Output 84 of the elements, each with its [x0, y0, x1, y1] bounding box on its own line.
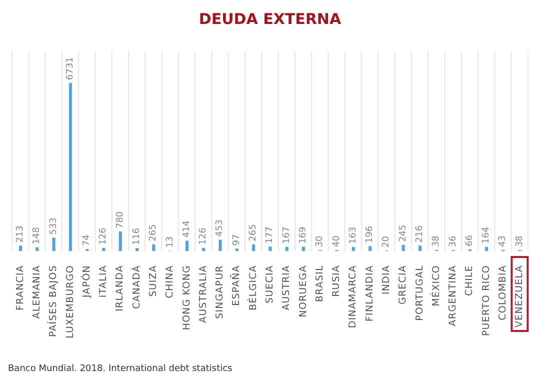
- bar: [352, 246, 355, 251]
- x-tick-label: ALEMANIA: [31, 265, 42, 319]
- x-tick-label: FRANCIA: [14, 265, 26, 310]
- x-tick-label: LUXEMBURGO: [64, 265, 76, 338]
- data-label: 30: [315, 236, 326, 248]
- x-tick-label: SUECIA: [264, 265, 276, 304]
- x-tick-label: AUSTRIA: [281, 265, 292, 310]
- data-label: 453: [215, 220, 226, 237]
- bar: [485, 246, 488, 251]
- bar: [102, 248, 106, 251]
- bar: [118, 232, 122, 251]
- x-tick-label: PAÍSES BAJOS: [47, 265, 60, 338]
- x-tick-label: GRECIA: [398, 265, 409, 304]
- x-tick-label: PORTUGAL: [414, 264, 426, 321]
- x-tick-label: JAPÓN: [80, 265, 92, 298]
- bar: [252, 244, 256, 251]
- data-label: 126: [198, 227, 209, 245]
- data-label: 66: [464, 234, 475, 246]
- data-label: 13: [165, 236, 176, 248]
- data-label: 6731: [65, 57, 76, 80]
- bar: [136, 248, 139, 251]
- x-tick-label: HONG KONG: [181, 265, 192, 330]
- data-label: 265: [148, 224, 159, 242]
- x-tick-label: RUSIA: [331, 265, 342, 297]
- data-label: 167: [282, 226, 292, 244]
- data-label: 245: [398, 224, 408, 242]
- text: Banco Mundial. 2018. International debt statistics: [8, 364, 232, 374]
- bar: [52, 238, 56, 251]
- x-tick-label: VENEZUELA: [514, 265, 526, 328]
- data-label: 213: [16, 225, 26, 243]
- data-label: 74: [82, 234, 92, 246]
- bar: [202, 248, 206, 251]
- bar: [285, 246, 288, 251]
- x-tick-label: BÉLGICA: [246, 265, 259, 310]
- x-tick-label: MÉXICO: [430, 265, 442, 306]
- x-tick-label: INDIA: [381, 265, 392, 295]
- bar: [19, 246, 22, 251]
- x-tick-label: ITALIA: [98, 265, 110, 298]
- chart-title: DEUDA EXTERNA: [198, 10, 342, 28]
- bar: [36, 247, 39, 251]
- data-label: 169: [298, 226, 308, 244]
- x-tick-label: CHILE: [464, 265, 476, 296]
- x-tick-label: DINAMARCA: [348, 265, 359, 328]
- data-label: 177: [265, 226, 276, 244]
- x-tick-label: ARGENTINA: [448, 265, 459, 326]
- data-label: 533: [48, 218, 59, 235]
- data-label: 196: [365, 226, 376, 244]
- data-label: 265: [248, 224, 259, 242]
- data-label: 148: [32, 226, 42, 244]
- bar: [68, 82, 72, 251]
- x-tick-label: AUSTRALIA: [198, 265, 209, 323]
- bar: [418, 246, 422, 251]
- data-label: 36: [448, 235, 458, 248]
- bar: [402, 244, 405, 251]
- data-label: 116: [132, 228, 142, 246]
- bar: [268, 246, 272, 251]
- bar: [368, 246, 372, 251]
- data-label: 164: [482, 226, 492, 244]
- x-tick-label: SUIZA: [148, 265, 159, 297]
- x-tick-label: NORUEGA: [298, 265, 309, 318]
- data-label: 43: [498, 235, 508, 247]
- x-tick-label: FINLANDIA: [364, 265, 376, 322]
- data-label: 38: [432, 235, 442, 248]
- bar: [185, 240, 188, 251]
- data-label: 38: [514, 235, 525, 248]
- x-tick-label: IRLANDA: [114, 265, 126, 312]
- x-tick-label: CHINA: [164, 265, 176, 298]
- bar: [302, 246, 305, 251]
- data-label: 126: [98, 227, 109, 245]
- data-label: 40: [332, 235, 342, 247]
- x-tick-label: COLOMBIA: [498, 265, 509, 320]
- x-tick-label: CANADÁ: [130, 265, 142, 309]
- data-label: 216: [414, 225, 425, 243]
- bar: [152, 244, 156, 251]
- x-tick-label: SINGAPUR: [214, 265, 226, 319]
- x-tick-label: ESPAÑA: [230, 265, 242, 306]
- data-label: 97: [232, 234, 242, 246]
- data-label: 163: [348, 226, 358, 244]
- x-tick-label: PUERTO RICO: [480, 265, 492, 336]
- data-label: 780: [115, 211, 126, 229]
- data-label: 20: [382, 236, 392, 248]
- bar: [218, 240, 222, 251]
- x-tick-label: BRASIL: [314, 264, 326, 302]
- data-label: 414: [182, 220, 192, 238]
